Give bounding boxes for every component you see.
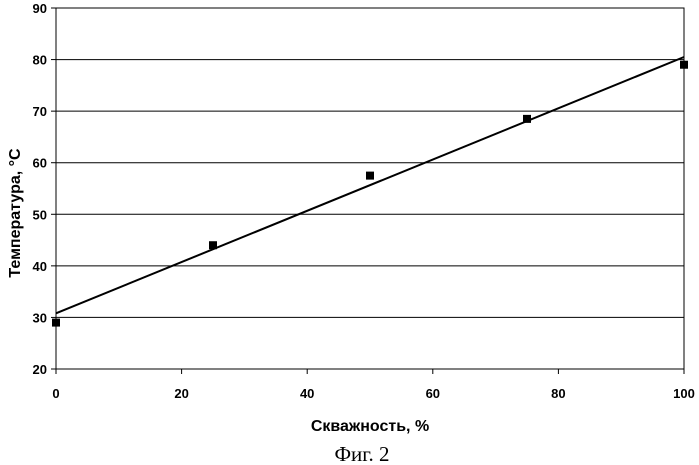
data-point-25 [209,241,217,250]
data-points [52,60,688,327]
x-tick-label: 80 [551,386,565,401]
x-tick-label: 20 [174,386,188,401]
y-tick-label: 50 [33,207,47,222]
y-tick-label: 70 [33,104,47,119]
data-point-75 [523,114,531,123]
x-tick-label: 40 [300,386,314,401]
plot-frame [55,7,685,370]
trend-line [55,56,685,315]
data-point-50 [366,171,374,180]
y-tick-label: 80 [33,53,47,68]
grid-lines [56,7,684,370]
x-axis-ticks: 0 20 40 60 80 100 [52,369,695,401]
x-tick-label: 60 [426,386,440,401]
figure-caption: Фиг. 2 [334,442,389,465]
x-tick-label: 100 [673,386,695,401]
y-axis-ticks: 20 30 40 50 60 70 80 90 [33,1,56,377]
y-tick-label: 20 [33,362,47,377]
x-axis-label: Скважность, % [311,418,429,435]
y-tick-label: 30 [33,310,47,325]
data-point-0 [52,318,60,327]
y-axis-label: Температура, °С [7,148,24,278]
y-tick-label: 90 [33,1,47,16]
y-tick-label: 40 [33,259,47,274]
y-tick-label: 60 [33,156,47,171]
x-tick-label: 0 [52,386,59,401]
data-point-100 [680,60,688,69]
